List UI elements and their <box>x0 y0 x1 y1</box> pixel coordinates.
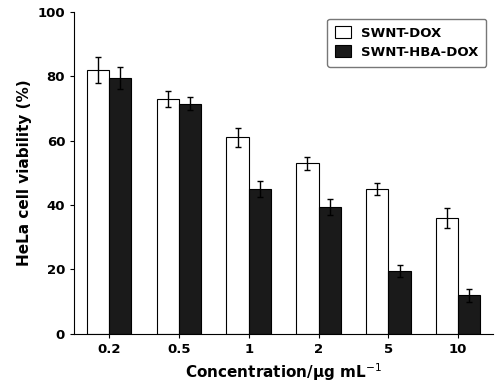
Y-axis label: HeLa cell viability (%): HeLa cell viability (%) <box>17 80 32 266</box>
Bar <box>366 189 388 334</box>
Bar <box>226 137 248 334</box>
X-axis label: Concentration/μg mL$^{-1}$: Concentration/μg mL$^{-1}$ <box>185 362 382 383</box>
Bar <box>86 70 109 334</box>
Bar <box>296 163 318 334</box>
Bar <box>388 271 410 334</box>
Bar <box>458 295 480 334</box>
Bar <box>109 78 132 334</box>
Bar <box>436 218 458 334</box>
Bar <box>156 99 179 334</box>
Bar <box>318 207 341 334</box>
Legend: SWNT-DOX, SWNT-HBA-DOX: SWNT-DOX, SWNT-HBA-DOX <box>327 19 486 67</box>
Bar <box>179 104 201 334</box>
Bar <box>248 189 271 334</box>
